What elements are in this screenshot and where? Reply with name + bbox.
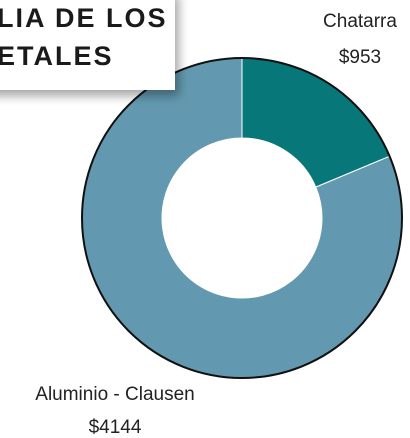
chart-title: LIA DE LOS	[0, 3, 168, 33]
donut	[81, 57, 403, 379]
donut-outline	[81, 57, 403, 379]
slice-value-label: $953	[339, 47, 381, 68]
slice-value-label: $4144	[89, 417, 142, 438]
slice-label: Aluminio - Clausen	[35, 384, 194, 405]
chart-title: ETALES	[0, 41, 114, 71]
slice-label: Chatarra	[323, 11, 397, 32]
title-box	[0, 0, 175, 90]
